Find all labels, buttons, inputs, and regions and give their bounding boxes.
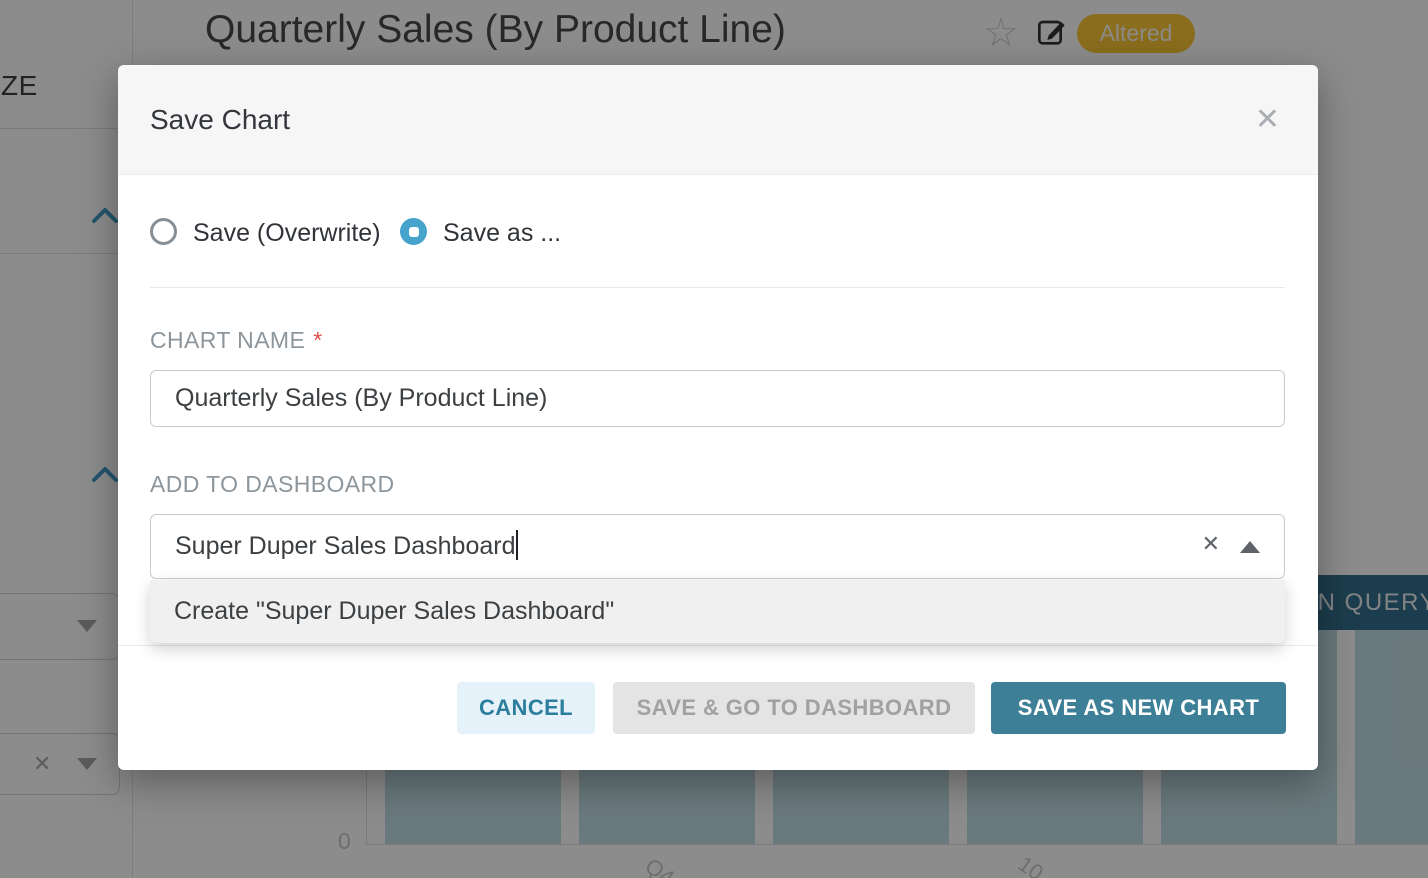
caret-down-icon[interactable]: [77, 758, 97, 770]
control-panel: ZE ✕: [0, 0, 133, 878]
altered-status-badge[interactable]: Altered: [1077, 14, 1195, 53]
x-axis: [366, 844, 1428, 845]
create-dashboard-option[interactable]: Create "Super Duper Sales Dashboard": [174, 597, 615, 625]
page-title: Quarterly Sales (By Product Line): [205, 8, 786, 51]
close-icon[interactable]: ✕: [1254, 103, 1280, 136]
radio-save-overwrite[interactable]: [150, 218, 177, 245]
text-caret: [516, 530, 519, 560]
required-marker: *: [313, 327, 323, 353]
chart-name-label: CHART NAME *: [150, 327, 323, 354]
chart-bar: [1355, 600, 1428, 844]
radio-save-as-label[interactable]: Save as ...: [443, 219, 562, 247]
panel-divider: [0, 128, 133, 129]
clear-icon[interactable]: ✕: [1201, 531, 1220, 556]
save-chart-modal: Save Chart ✕ Save (Overwrite) Save as ..…: [118, 65, 1318, 770]
dashboard-select-input[interactable]: Super Duper Sales Dashboard ✕: [150, 514, 1285, 579]
radio-save-as[interactable]: [400, 218, 427, 245]
panel-divider: [0, 253, 133, 254]
cancel-button[interactable]: CANCEL: [457, 682, 595, 734]
section-collapse-chevron-up-icon[interactable]: [92, 466, 118, 487]
edit-title-icon[interactable]: [1036, 16, 1068, 53]
dashboard-dropdown: Create "Super Duper Sales Dashboard": [150, 580, 1285, 643]
save-go-to-dashboard-button[interactable]: SAVE & GO TO DASHBOARD: [613, 682, 975, 734]
dashboard-select-text: Super Duper Sales Dashboard: [175, 532, 516, 560]
chart-name-input[interactable]: [150, 370, 1285, 427]
section-divider: [150, 287, 1285, 288]
dashboard-select-value[interactable]: Super Duper Sales Dashboard: [175, 515, 519, 578]
caret-up-icon[interactable]: [1240, 541, 1260, 553]
y-axis-tick-label: 0: [338, 828, 351, 854]
add-to-dashboard-label: ADD TO DASHBOARD: [150, 471, 395, 497]
section-collapse-chevron-up-icon[interactable]: [92, 207, 118, 228]
modal-header: Save Chart ✕: [118, 65, 1318, 175]
modal-title: Save Chart: [150, 104, 291, 135]
save-as-new-chart-button[interactable]: SAVE AS NEW CHART: [991, 682, 1286, 734]
radio-save-overwrite-label[interactable]: Save (Overwrite): [193, 219, 381, 247]
favorite-star-icon[interactable]: ☆: [983, 11, 1019, 55]
footer-divider: [118, 645, 1318, 646]
chart-name-label-text: CHART NAME: [150, 327, 306, 353]
radio-selected-dot: [408, 226, 419, 237]
caret-down-icon[interactable]: [77, 620, 97, 632]
clear-icon[interactable]: ✕: [33, 751, 52, 776]
control-select[interactable]: ✕: [0, 733, 120, 795]
customize-tab-fragment[interactable]: ZE: [1, 70, 38, 101]
